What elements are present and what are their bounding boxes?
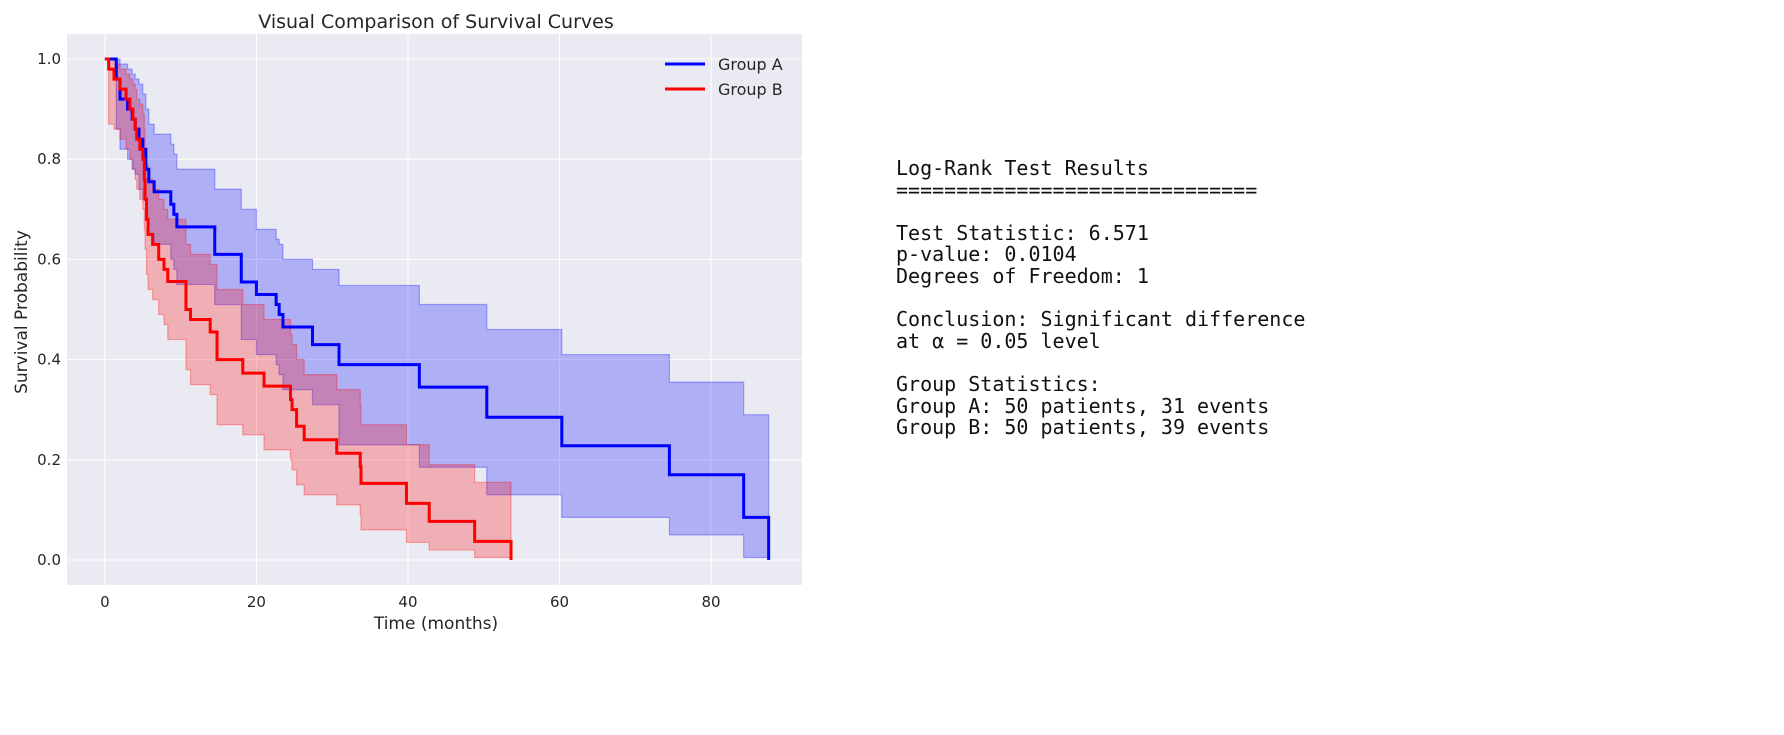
y-tick-label: 0.4 — [37, 351, 61, 369]
stats-line: Degrees of Freedom: 1 — [896, 263, 1149, 288]
stats-line: ============================== — [896, 177, 1258, 202]
legend-label-group-a: Group A — [718, 55, 783, 74]
legend-label-group-b: Group B — [718, 80, 783, 99]
chart-title: Visual Comparison of Survival Curves — [258, 11, 614, 33]
y-tick-label: 1.0 — [37, 50, 61, 68]
x-axis-ticks: 0 20 40 60 80 — [100, 593, 721, 611]
y-tick-label: 0.6 — [37, 250, 61, 268]
survival-line-group-b — [104, 57, 513, 560]
stats-line: Test Statistic: 6.571 — [896, 220, 1149, 245]
grid-lines — [67, 34, 802, 585]
y-axis-ticks: 0.0 0.2 0.4 0.6 0.8 1.0 — [37, 50, 61, 569]
stats-line: at α = 0.05 level — [896, 328, 1101, 353]
y-tick-label: 0.8 — [37, 150, 61, 168]
stats-line: Group Statistics: — [896, 371, 1101, 396]
y-axis-label: Survival Probability — [12, 230, 32, 394]
legend: Group A Group B — [665, 55, 783, 99]
stats-line: Group A: 50 patients, 31 events — [896, 393, 1270, 418]
y-tick-label: 0.0 — [37, 551, 61, 569]
stats-line: Log-Rank Test Results — [896, 156, 1149, 180]
stats-line — [896, 288, 1305, 310]
x-tick-label: 80 — [702, 593, 721, 611]
y-tick-label: 0.2 — [37, 451, 61, 469]
x-tick-label: 40 — [398, 593, 417, 611]
stats-line — [896, 352, 1305, 374]
x-tick-label: 60 — [550, 593, 569, 611]
log-rank-results-panel: Log-Rank Test Results ===================… — [896, 156, 1306, 440]
x-tick-label: 20 — [247, 593, 266, 611]
survival-lines — [104, 57, 771, 560]
stats-line: p-value: 0.0104 — [896, 242, 1077, 267]
x-axis-label: Time (months) — [373, 614, 498, 634]
stats-line: Group B: 50 patients, 39 events — [896, 415, 1270, 440]
x-tick-label: 0 — [100, 593, 110, 611]
stats-line: Conclusion: Significant difference — [896, 307, 1306, 332]
stats-line — [896, 201, 1305, 223]
